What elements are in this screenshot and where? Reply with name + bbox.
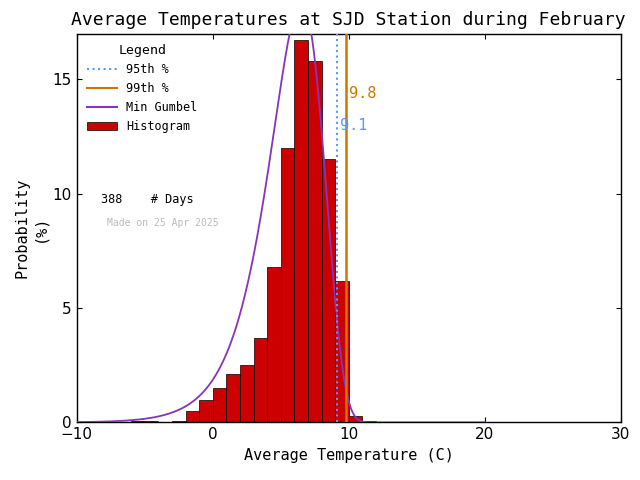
Bar xyxy=(212,388,227,422)
Bar xyxy=(240,365,253,422)
Bar xyxy=(227,374,240,422)
Bar xyxy=(281,148,294,422)
Text: 388    # Days: 388 # Days xyxy=(101,193,194,206)
Text: Made on 25 Apr 2025: Made on 25 Apr 2025 xyxy=(107,218,218,228)
Bar xyxy=(349,416,362,422)
Bar xyxy=(362,421,376,422)
Bar xyxy=(131,421,145,422)
Bar xyxy=(335,281,349,422)
Text: 9.8: 9.8 xyxy=(349,85,377,101)
Bar xyxy=(145,420,159,422)
Bar xyxy=(186,411,199,422)
Bar xyxy=(172,420,186,422)
Bar xyxy=(199,399,212,422)
Bar xyxy=(322,159,335,422)
Y-axis label: Probability
(%): Probability (%) xyxy=(15,178,47,278)
Bar xyxy=(308,61,322,422)
X-axis label: Average Temperature (C): Average Temperature (C) xyxy=(244,448,454,463)
Legend: 95th %, 99th %, Min Gumbel, Histogram: 95th %, 99th %, Min Gumbel, Histogram xyxy=(83,39,202,138)
Bar xyxy=(253,338,268,422)
Title: Average Temperatures at SJD Station during February: Average Temperatures at SJD Station duri… xyxy=(72,11,626,29)
Text: 9.1: 9.1 xyxy=(340,118,367,132)
Bar xyxy=(268,267,281,422)
Bar xyxy=(294,40,308,422)
